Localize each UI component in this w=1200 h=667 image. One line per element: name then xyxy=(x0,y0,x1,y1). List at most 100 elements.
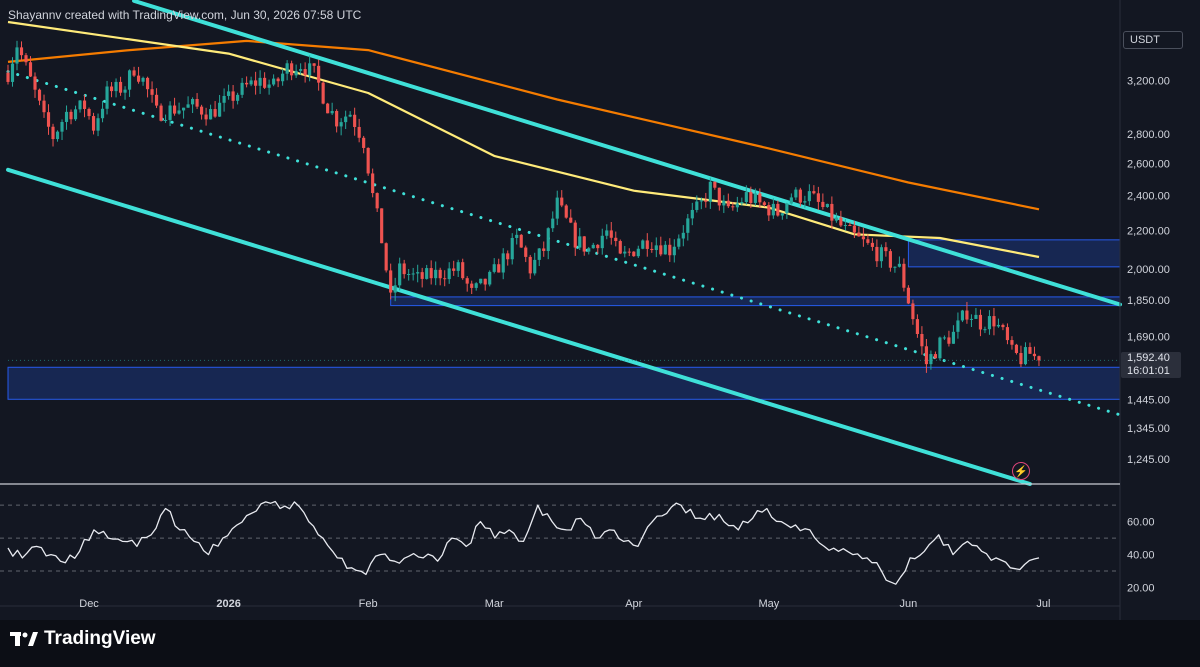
candle-body xyxy=(825,203,829,207)
candle-body xyxy=(263,77,267,88)
candle-body xyxy=(501,253,505,273)
chart-canvas[interactable]: 3,200.00 2,800.00 2,600.00 2,400.00 2,200.00… xyxy=(0,0,1200,620)
candle-body xyxy=(285,63,289,74)
candle-body xyxy=(339,122,343,127)
candle-body xyxy=(515,234,519,238)
candle-body xyxy=(744,192,748,203)
candle-body xyxy=(353,114,357,127)
candle-body xyxy=(938,337,942,359)
candle-body xyxy=(681,232,685,239)
channel-line xyxy=(132,0,1122,307)
candle-body xyxy=(794,189,798,198)
candle-body xyxy=(6,72,10,82)
candle-body xyxy=(785,203,789,214)
candle-body xyxy=(605,230,609,236)
last-price-value: 1,592.40 xyxy=(1127,352,1170,364)
footer-bar xyxy=(0,620,1200,667)
moving-average-layer xyxy=(7,20,1040,259)
candle-body xyxy=(956,320,960,332)
time-tick-label: Apr xyxy=(625,598,642,610)
candle-body xyxy=(46,112,51,127)
currency-selector[interactable]: USDT xyxy=(1123,31,1183,49)
candle-body xyxy=(177,110,181,114)
candle-body xyxy=(51,126,55,140)
candle-body xyxy=(91,116,96,131)
candle-body xyxy=(64,111,69,122)
candle-body xyxy=(537,248,541,260)
candle-body xyxy=(947,337,951,344)
candle-body xyxy=(69,111,73,120)
price-tick-label: 1,245.00 xyxy=(1127,454,1170,466)
candle-body xyxy=(33,76,37,90)
candle-body xyxy=(780,213,784,216)
candle-body xyxy=(209,109,213,120)
candle-body xyxy=(492,264,496,272)
candle-body xyxy=(524,247,528,257)
candle-body xyxy=(182,107,186,111)
candle-body xyxy=(384,243,388,271)
candle-body xyxy=(632,251,636,257)
candle-body xyxy=(821,201,825,207)
candle-body xyxy=(542,248,546,251)
candle-body xyxy=(987,316,992,330)
candle-body xyxy=(551,218,555,229)
candle-body xyxy=(587,248,591,252)
candle-body xyxy=(231,91,235,101)
candle-body xyxy=(659,245,663,255)
candle-body xyxy=(618,241,622,254)
candle-body xyxy=(371,173,375,194)
candle-body xyxy=(37,89,42,101)
candle-body xyxy=(717,187,721,206)
candle-body xyxy=(321,82,325,104)
candle-body xyxy=(969,318,974,320)
candle-body xyxy=(267,84,271,88)
candle-body xyxy=(479,278,483,284)
candle-body xyxy=(852,225,856,233)
candle-body xyxy=(335,111,339,127)
candle-body xyxy=(560,197,564,206)
candle-body xyxy=(861,236,865,240)
rsi-line xyxy=(7,500,1040,585)
candle-body xyxy=(528,256,532,274)
chart-background xyxy=(0,0,1200,620)
candle-body xyxy=(78,100,82,110)
candle-body xyxy=(803,201,807,203)
candle-body xyxy=(902,263,906,288)
candle-body xyxy=(650,248,654,251)
rsi-tick-label: 60.00 xyxy=(1127,517,1155,529)
candle-body xyxy=(1001,324,1005,328)
candle-body xyxy=(929,354,933,365)
candle-body xyxy=(276,78,280,82)
candle-body xyxy=(330,111,334,114)
candle-body xyxy=(398,263,402,286)
candle-body xyxy=(236,94,240,101)
candle-body xyxy=(726,200,730,207)
tradingview-brand[interactable]: TradingView xyxy=(10,628,156,650)
candle-body xyxy=(569,217,573,223)
candle-body xyxy=(933,354,937,359)
candle-body xyxy=(443,278,447,280)
lightning-icon[interactable]: ⚡ xyxy=(1012,462,1030,480)
candle-body xyxy=(1032,353,1037,357)
candle-body xyxy=(434,269,438,279)
candle-body xyxy=(249,80,253,85)
rsi-tick-label: 40.00 xyxy=(1127,550,1155,562)
candle-body xyxy=(506,253,510,260)
candle-body xyxy=(740,202,744,204)
axes-layer: 3,200.00 2,800.00 2,600.00 2,400.00 2,200.00… xyxy=(0,0,1170,620)
brand-name: TradingView xyxy=(44,628,156,649)
candle-body xyxy=(978,314,983,330)
candle-body xyxy=(42,100,46,113)
candle-body xyxy=(141,77,145,82)
candle-body xyxy=(497,264,501,273)
last-price-label: 1,592.40 16:01:01 xyxy=(1121,352,1181,378)
candle-body xyxy=(118,81,123,93)
candle-body xyxy=(722,200,726,206)
candle-body xyxy=(281,73,285,82)
candle-body xyxy=(240,82,244,95)
candle-body xyxy=(195,98,199,107)
candle-body xyxy=(420,272,424,279)
candle-body xyxy=(60,121,64,132)
candle-body xyxy=(510,237,514,260)
